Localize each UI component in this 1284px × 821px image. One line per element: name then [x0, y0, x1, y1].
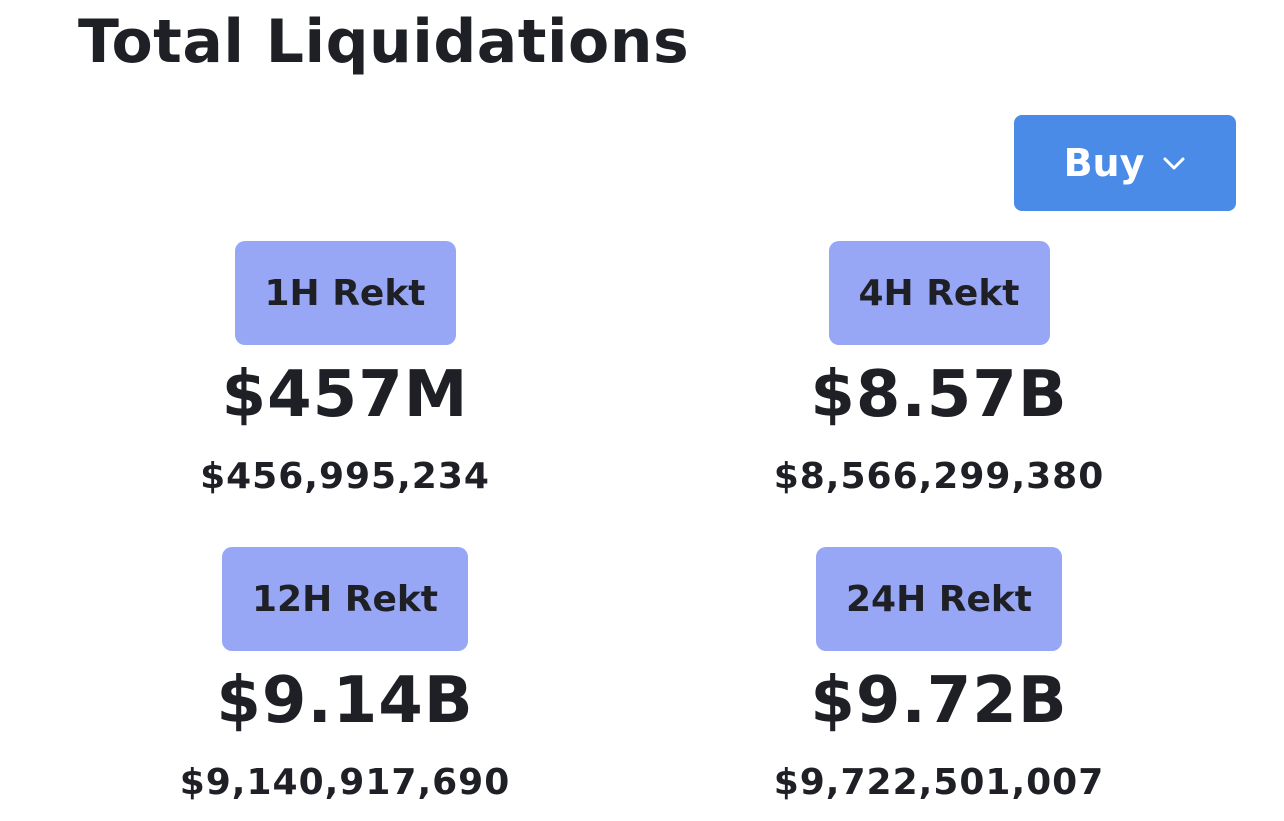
chevron-down-icon	[1162, 156, 1186, 172]
stat-badge-24h[interactable]: 24H Rekt	[815, 547, 1063, 651]
stat-value-short-1h: $457M	[221, 358, 469, 432]
stat-value-short-24h: $9.72B	[810, 664, 1068, 738]
stat-badge-12h[interactable]: 12H Rekt	[221, 547, 469, 651]
stat-value-short-4h: $8.57B	[810, 358, 1068, 432]
stat-card-12h: 12H Rekt $9.14B $9,140,917,690	[65, 547, 625, 801]
stat-value-full-12h: $9,140,917,690	[179, 762, 511, 803]
page-title: Total Liquidations	[78, 7, 690, 77]
stat-value-full-4h: $8,566,299,380	[773, 456, 1105, 497]
side-filter-dropdown[interactable]: Buy	[1014, 115, 1236, 211]
stat-card-4h: 4H Rekt $8.57B $8,566,299,380	[659, 241, 1219, 495]
stat-card-24h: 24H Rekt $9.72B $9,722,501,007	[659, 547, 1219, 801]
stat-value-short-12h: $9.14B	[216, 664, 474, 738]
stat-badge-1h[interactable]: 1H Rekt	[234, 241, 456, 345]
stat-badge-4h[interactable]: 4H Rekt	[828, 241, 1050, 345]
dropdown-selected-label: Buy	[1063, 141, 1145, 185]
stat-card-1h: 1H Rekt $457M $456,995,234	[65, 241, 625, 495]
stat-value-full-24h: $9,722,501,007	[773, 762, 1105, 803]
stat-value-full-1h: $456,995,234	[200, 456, 490, 497]
